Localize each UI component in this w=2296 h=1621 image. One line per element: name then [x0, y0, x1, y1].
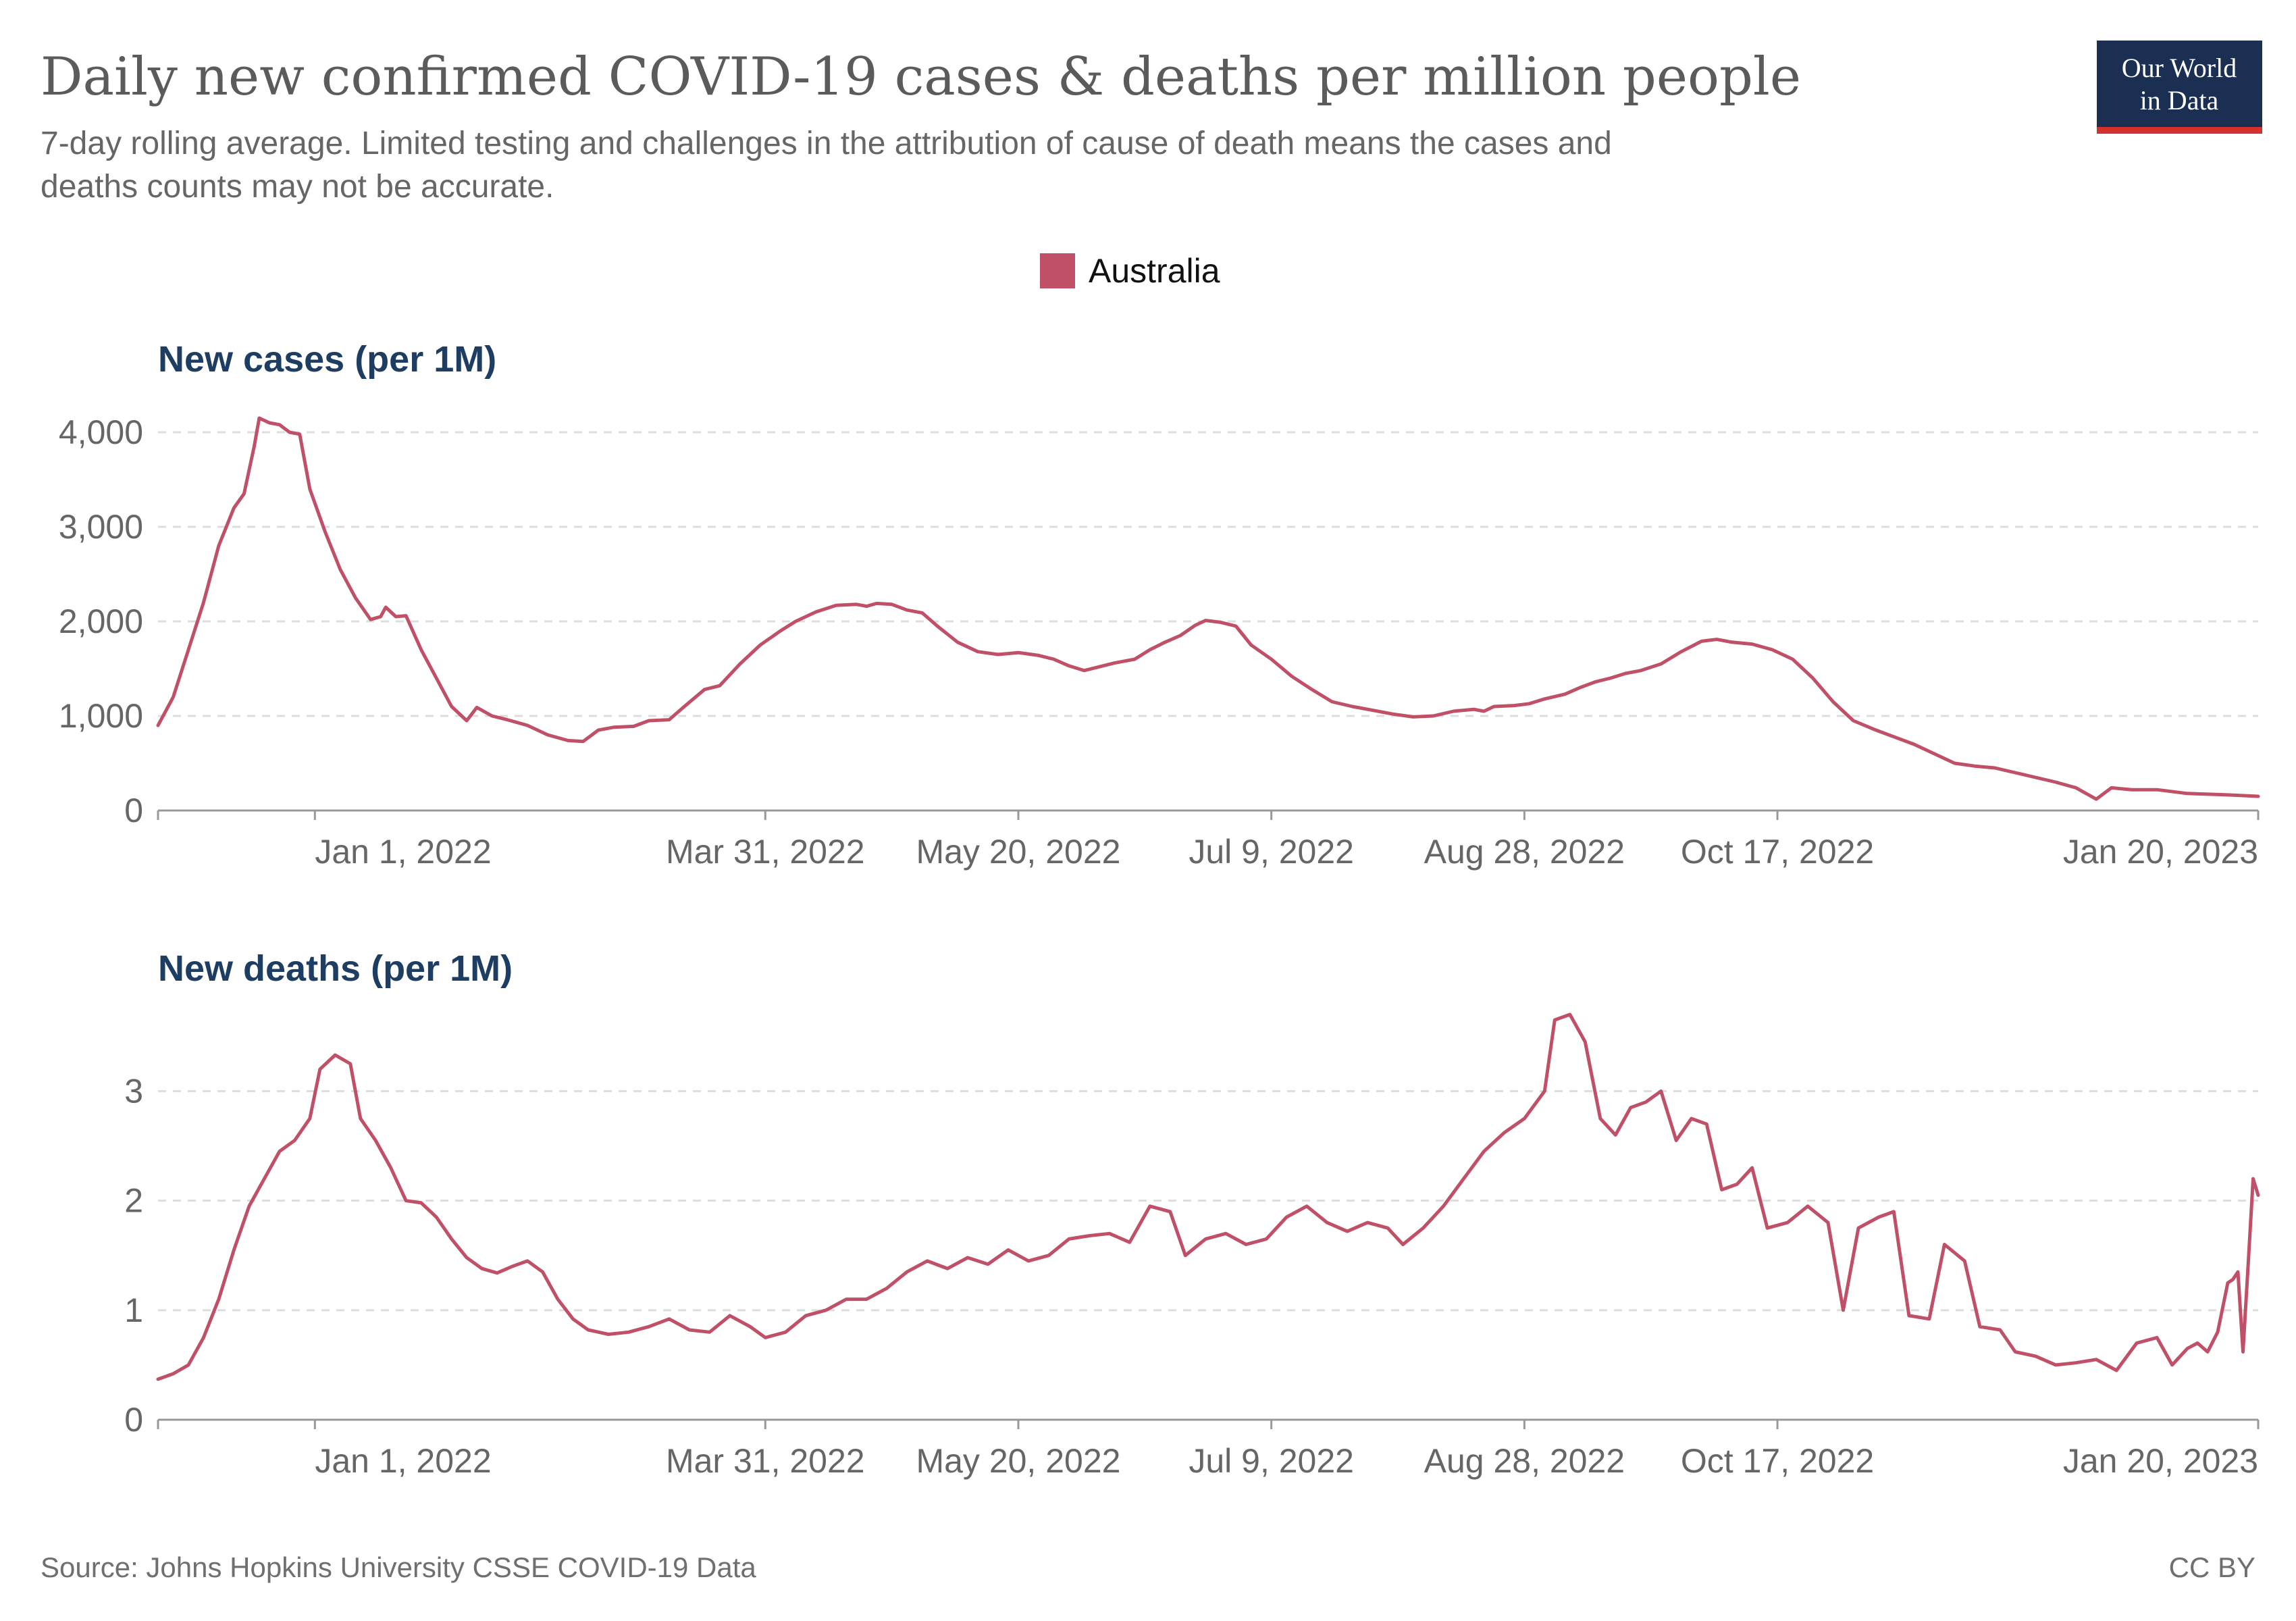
y-tick-label-cases-1: 1,000	[59, 697, 143, 735]
legend-label: Australia	[1089, 252, 1220, 290]
x-tick-label-deaths-6: Jan 20, 2023	[2063, 1442, 2258, 1480]
x-tick-label-cases-6: Jan 20, 2023	[2063, 833, 2258, 871]
legend[interactable]: Australia	[1040, 252, 1220, 290]
series-line-cases-australia[interactable]	[156, 416, 2260, 801]
logo-accent-bar	[2097, 127, 2262, 134]
source-note: Source: Johns Hopkins University CSSE CO…	[41, 1551, 756, 1583]
x-tick-label-deaths-5: Oct 17, 2022	[1681, 1442, 1874, 1480]
legend-swatch	[1040, 253, 1075, 288]
chart-subtitle-line-2: deaths counts may not be accurate.	[41, 169, 554, 205]
logo-background	[2097, 41, 2262, 127]
x-tick-label-deaths-1: Mar 31, 2022	[666, 1442, 865, 1480]
x-tick-label-cases-4: Aug 28, 2022	[1424, 833, 1625, 871]
cases-panel-title: New cases (per 1M)	[158, 339, 496, 380]
y-tick-label-deaths-1: 1	[124, 1291, 143, 1329]
x-tick-label-deaths-2: May 20, 2022	[916, 1442, 1120, 1480]
x-tick-label-cases-3: Jul 9, 2022	[1189, 833, 1354, 871]
x-tick-label-deaths-3: Jul 9, 2022	[1189, 1442, 1354, 1480]
y-tick-label-cases-0: 0	[124, 792, 143, 829]
series-line-deaths-australia[interactable]	[156, 1012, 2260, 1381]
y-tick-label-cases-4: 4,000	[59, 413, 143, 451]
x-tick-label-cases-1: Mar 31, 2022	[666, 833, 865, 871]
chart-title: Daily new confirmed COVID-19 cases & dea…	[41, 47, 1801, 107]
y-tick-label-cases-3: 3,000	[59, 508, 143, 546]
x-tick-label-cases-0: Jan 1, 2022	[315, 833, 491, 871]
x-tick-label-deaths-0: Jan 1, 2022	[315, 1442, 491, 1480]
deaths-panel: New deaths (per 1M) 0 1 2 3 Jan 1, 2022 Mar 3…	[124, 948, 2260, 1480]
x-tick-label-cases-5: Oct 17, 2022	[1681, 833, 1874, 871]
y-tick-label-deaths-3: 3	[124, 1073, 143, 1110]
deaths-panel-title: New deaths (per 1M)	[158, 948, 513, 989]
logo-line-2: in Data	[2140, 85, 2219, 115]
y-tick-label-deaths-0: 0	[124, 1401, 143, 1439]
chart-subtitle-line-1: 7-day rolling average. Limited testing a…	[41, 126, 1612, 161]
x-tick-label-deaths-4: Aug 28, 2022	[1424, 1442, 1625, 1480]
owid-logo[interactable]: Our World in Data	[2097, 41, 2262, 134]
license-link[interactable]: CC BY	[2169, 1551, 2255, 1583]
y-tick-label-cases-2: 2,000	[59, 602, 143, 640]
y-tick-label-deaths-2: 2	[124, 1182, 143, 1220]
logo-line-1: Our World	[2122, 53, 2237, 83]
cases-panel: New cases (per 1M) 0 1,000 2,000 3,000 4,000…	[59, 339, 2260, 871]
x-tick-label-cases-2: May 20, 2022	[916, 833, 1120, 871]
